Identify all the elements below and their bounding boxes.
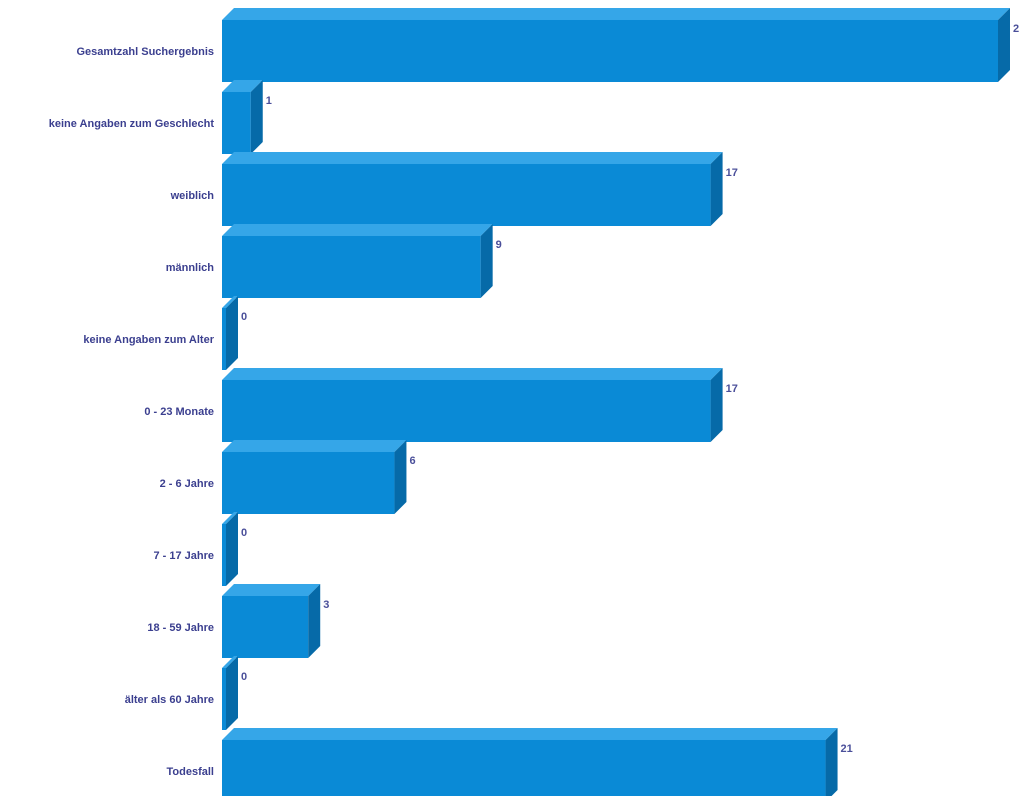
value-label: 9 <box>496 239 502 251</box>
bar <box>222 740 826 796</box>
bar-side-face <box>250 80 263 154</box>
bar-side-face <box>998 8 1010 82</box>
value-label: 17 <box>726 167 738 179</box>
value-label: 17 <box>726 383 738 395</box>
category-label: Gesamtzahl Suchergebnis <box>76 46 214 58</box>
value-label: 1 <box>266 95 272 107</box>
bar-top-face <box>222 512 238 524</box>
bar <box>222 164 711 226</box>
category-label: weiblich <box>170 190 215 202</box>
category-label: Todesfall <box>167 766 214 778</box>
bar-top-face <box>222 296 238 308</box>
bar-side-face <box>394 440 407 514</box>
bar-side-face <box>308 584 321 658</box>
bar-top-face <box>222 584 321 596</box>
category-label: 2 - 6 Jahre <box>160 478 214 490</box>
bar-side-face <box>710 152 723 226</box>
bar <box>222 524 226 586</box>
bar-side-face <box>825 728 838 796</box>
category-label: 0 - 23 Monate <box>144 406 214 418</box>
category-label: 7 - 17 Jahre <box>153 550 214 562</box>
bar-side-face <box>480 224 493 298</box>
bar-side-face <box>226 296 238 370</box>
category-label: keine Angaben zum Alter <box>83 334 214 346</box>
category-labels: Gesamtzahl Suchergebnis keine Angaben zum… <box>49 46 215 778</box>
bar <box>222 20 998 82</box>
category-label: 18 - 59 Jahre <box>147 622 214 634</box>
value-label: 21 <box>841 743 853 755</box>
bar-side-face <box>226 512 238 586</box>
bar <box>222 452 395 514</box>
value-label: 0 <box>241 527 247 539</box>
value-label: 0 <box>241 671 247 683</box>
bar-top-face <box>222 440 407 452</box>
bar <box>222 596 309 658</box>
value-label: 2 <box>1013 23 1019 35</box>
bar-top-face <box>222 8 1010 20</box>
category-label: männlich <box>166 262 215 274</box>
bar-side-face <box>226 656 238 730</box>
bar-top-face <box>222 224 493 236</box>
category-label: keine Angaben zum Geschlecht <box>49 118 215 130</box>
bar-top-face <box>222 656 238 668</box>
bar <box>222 92 251 154</box>
bar-top-face <box>222 80 263 92</box>
bar <box>222 380 711 442</box>
bar-side-face <box>710 368 723 442</box>
bar-top-face <box>222 728 838 740</box>
value-label: 0 <box>241 311 247 323</box>
bars-group <box>222 8 1010 796</box>
bar-top-face <box>222 152 723 164</box>
bar <box>222 236 481 298</box>
value-label: 3 <box>323 599 329 611</box>
bar-top-face <box>222 368 723 380</box>
value-label: 6 <box>409 455 415 467</box>
category-label: älter als 60 Jahre <box>125 694 214 706</box>
bar <box>222 668 226 730</box>
bar <box>222 308 226 370</box>
